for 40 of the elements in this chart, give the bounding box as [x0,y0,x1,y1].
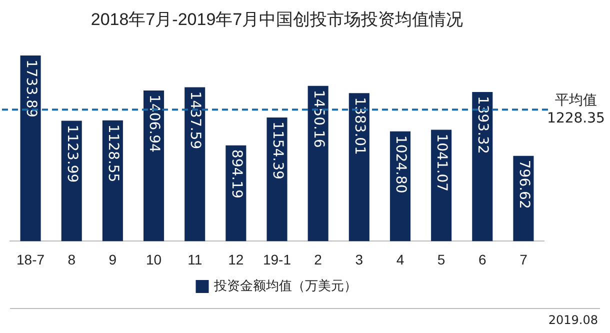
data-label: 1024.80 [392,135,409,194]
data-label: 1393.32 [474,96,491,154]
x-tick-label: 4 [396,251,404,268]
bar [184,87,206,242]
bar [102,120,123,242]
bar [431,130,452,242]
x-tick-label: 18-7 [16,251,45,268]
x-tick-label: 7 [520,251,528,268]
data-label: 894.19 [228,149,244,198]
data-label: 1154.39 [269,122,286,180]
x-tick-label: 19-1 [262,251,292,268]
bar [266,118,288,242]
data-label: 1128.55 [105,124,122,182]
data-label: 1437.59 [187,91,204,150]
x-tick-label: 6 [478,251,486,268]
bar [308,86,328,242]
x-tick-label: 3 [355,251,364,268]
ref-line-label: 平均值 1228.35 [547,92,605,126]
bar [20,55,41,242]
x-tick-label: 2 [314,251,322,268]
data-label: 1450.16 [310,90,326,148]
text: 2019.08 [548,313,598,327]
x-tick-label: 5 [437,251,446,268]
data-label: 1383.01 [352,97,368,155]
data-label: 1733.89 [22,59,39,118]
bar [61,120,82,242]
x-tick-label: 11 [188,251,202,268]
chart-title: 2018年7月-2019年7月中国创投市场投资均值情况 [90,10,464,29]
bar [348,93,370,242]
data-label: 1406.94 [146,94,162,152]
data-label: 796.62 [516,160,532,209]
bar [472,92,493,242]
x-tick-label: 8 [68,251,76,268]
legend-label: 投资金额均值（万美元） [212,278,357,294]
x-tick-label: 10 [146,251,162,268]
bar [144,90,164,242]
data-label: 1123.99 [64,124,80,183]
x-tick-label: 12 [228,251,244,268]
data-label: 1041.07 [434,134,450,192]
x-tick-label: 9 [108,251,117,268]
